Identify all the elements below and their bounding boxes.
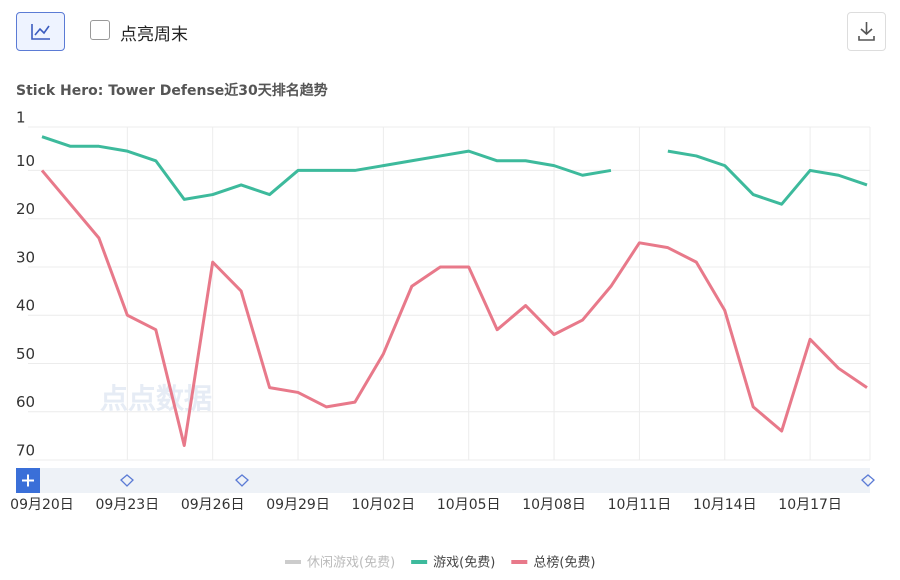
x-tick-label: 09月29日 xyxy=(266,497,330,513)
y-tick-label: 70 xyxy=(16,442,35,460)
legend-item[interactable]: 休闲游戏(免费) xyxy=(285,556,395,571)
y-tick-label: 30 xyxy=(16,248,35,266)
grid xyxy=(28,126,871,461)
series-line xyxy=(41,135,868,206)
watermark: 点点数据 xyxy=(100,382,212,415)
x-tick-label: 09月23日 xyxy=(96,497,160,513)
x-tick-label: 10月02日 xyxy=(352,497,416,513)
chart-title: Stick Hero: Tower Defense近30天排名趋势 xyxy=(16,82,328,99)
slider-track[interactable] xyxy=(16,468,870,493)
legend-label: 休闲游戏(免费) xyxy=(307,556,395,571)
legend-item[interactable]: 总榜(免费) xyxy=(511,555,595,571)
chart-type-button[interactable] xyxy=(16,12,65,51)
x-tick-label: 10月14日 xyxy=(693,497,757,513)
legend-label: 总榜(免费) xyxy=(533,555,595,571)
icon xyxy=(858,22,875,41)
icon xyxy=(31,24,50,40)
x-tick-label: 10月05日 xyxy=(437,497,501,513)
y-tick-label: 40 xyxy=(16,297,35,315)
legend-item[interactable]: 游戏(免费) xyxy=(411,556,495,571)
slider-markers xyxy=(120,474,875,487)
x-tick-label: 10月11日 xyxy=(608,497,672,513)
y-tick-label: 1 xyxy=(16,109,26,127)
y-tick-label: 50 xyxy=(16,345,35,363)
download-button[interactable] xyxy=(847,12,886,51)
legend-label: 游戏(免费) xyxy=(433,556,495,571)
x-tick-label: 10月17日 xyxy=(778,497,842,513)
y-tick-label: 60 xyxy=(16,393,35,411)
slider-plus xyxy=(22,474,34,487)
y-tick-label: 20 xyxy=(16,200,35,218)
slider-handle[interactable] xyxy=(16,468,40,493)
series-line xyxy=(40,169,868,448)
x-tick-label: 09月20日 xyxy=(10,497,74,513)
y-tick-label: 10 xyxy=(16,152,35,170)
x-tick-label: 09月26日 xyxy=(181,497,245,513)
checkbox[interactable] xyxy=(90,20,110,40)
checkbox-label: 点亮周末 xyxy=(120,25,188,45)
x-tick-label: 10月08日 xyxy=(522,497,586,513)
